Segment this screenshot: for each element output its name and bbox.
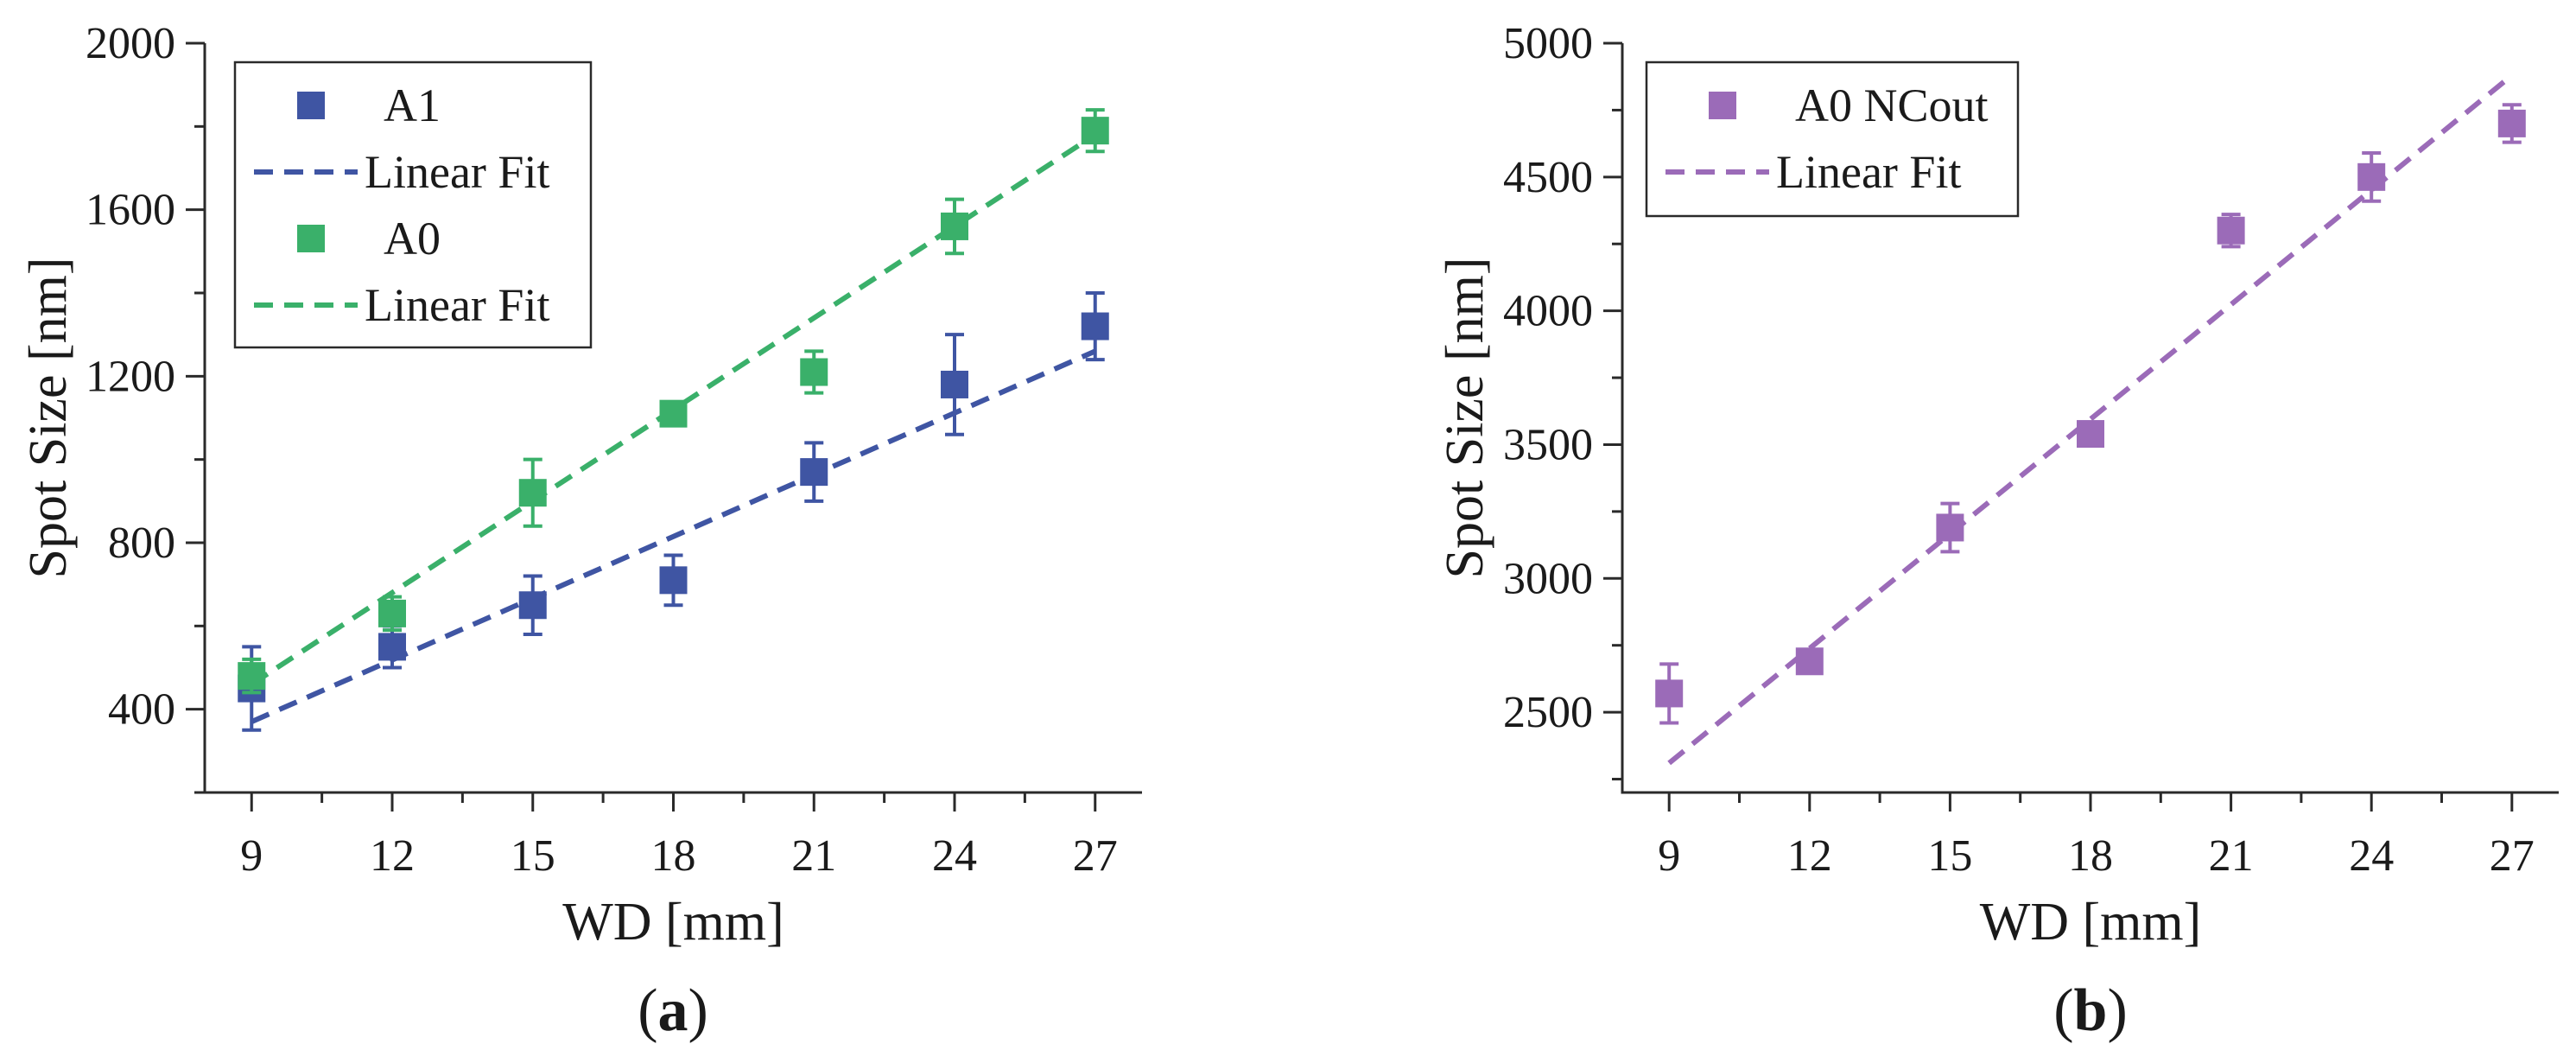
data-point [378,599,406,627]
data-point [2497,109,2526,137]
legend-marker [297,225,325,252]
x-tick-label: 18 [2068,831,2113,881]
y-tick-label: 1600 [86,186,175,235]
data-point [941,370,968,398]
y-axis-title: Spot Size [nm] [19,258,78,579]
x-axis-title: WD [mm] [562,893,784,952]
legend-label: Linear Fit [365,146,549,198]
x-tick-label: 24 [932,831,977,881]
x-tick-label: 12 [370,831,415,881]
data-point [1081,312,1109,341]
data-point [1081,117,1109,145]
data-point [1936,513,1964,542]
panel-caption: (a) [638,977,708,1044]
data-point [518,591,547,620]
series-a0 [238,108,1109,695]
data-point [659,566,688,595]
legend-marker [1709,92,1736,119]
series-a0-ncout [1655,73,2526,766]
axis-frame [1621,43,2559,794]
data-point [2357,162,2386,191]
x-tick-label: 15 [511,831,555,881]
legend-label: A1 [384,80,441,131]
chart-panel-b: 9 12 15 18 21 24 27 2500 3000 3500 4000 4500 5000 WD … [1436,19,2559,1044]
data-point [2077,420,2104,449]
data-point [378,633,406,661]
data-point [941,212,968,240]
data-point [659,399,688,428]
x-tick-label: 21 [791,831,836,881]
data-point [1795,647,1824,676]
y-tick-label: 400 [108,685,175,735]
data-point [518,479,547,507]
data-point [1655,679,1684,708]
y-tick-label: 1200 [86,352,175,401]
x-tick-label: 24 [2349,831,2394,881]
y-tick-label: 2500 [1503,688,1593,737]
legend: A1 Linear Fit A0 Linear Fit [233,60,593,349]
y-tick-label: 4000 [1503,287,1593,336]
y-tick-label: 3500 [1503,420,1593,469]
x-tick-label: 27 [2490,831,2535,881]
y-tick-label: 5000 [1503,19,1593,68]
y-tick-label: 3000 [1503,554,1593,603]
data-point [800,458,828,487]
series-a1 [238,291,1109,732]
y-tick-label: 2000 [86,19,175,68]
legend-label: Linear Fit [1776,146,1961,198]
panel-caption: (b) [2053,977,2128,1044]
legend-box [1645,60,2020,218]
legend-marker [297,92,325,119]
legend: A0 NCout Linear Fit [1645,60,2020,218]
legend-label: A0 [384,213,441,264]
y-tick-label: 4500 [1503,153,1593,202]
y-axis-title: Spot Size [nm] [1436,258,1494,579]
legend-label: A0 NCout [1795,80,1989,131]
fit-line [250,132,1097,687]
legend-label: Linear Fit [365,279,549,331]
x-tick-label: 12 [1787,831,1832,881]
x-tick-label: 15 [1927,831,1972,881]
data-point [800,358,828,386]
x-tick-label: 18 [651,831,696,881]
legend-box [233,60,593,349]
x-axis-title: WD [mm] [1980,893,2202,952]
data-point [238,662,266,691]
y-tick-label: 800 [108,519,175,568]
x-tick-label: 21 [2209,831,2254,881]
x-tick-label: 9 [240,831,263,881]
data-point [2217,216,2245,245]
x-tick-label: 27 [1073,831,1118,881]
chart-panel-a: 9 12 15 18 21 24 27 400 800 1200 1600 2000 WD [mm] Sp… [19,19,1142,1044]
x-tick-label: 9 [1658,831,1680,881]
